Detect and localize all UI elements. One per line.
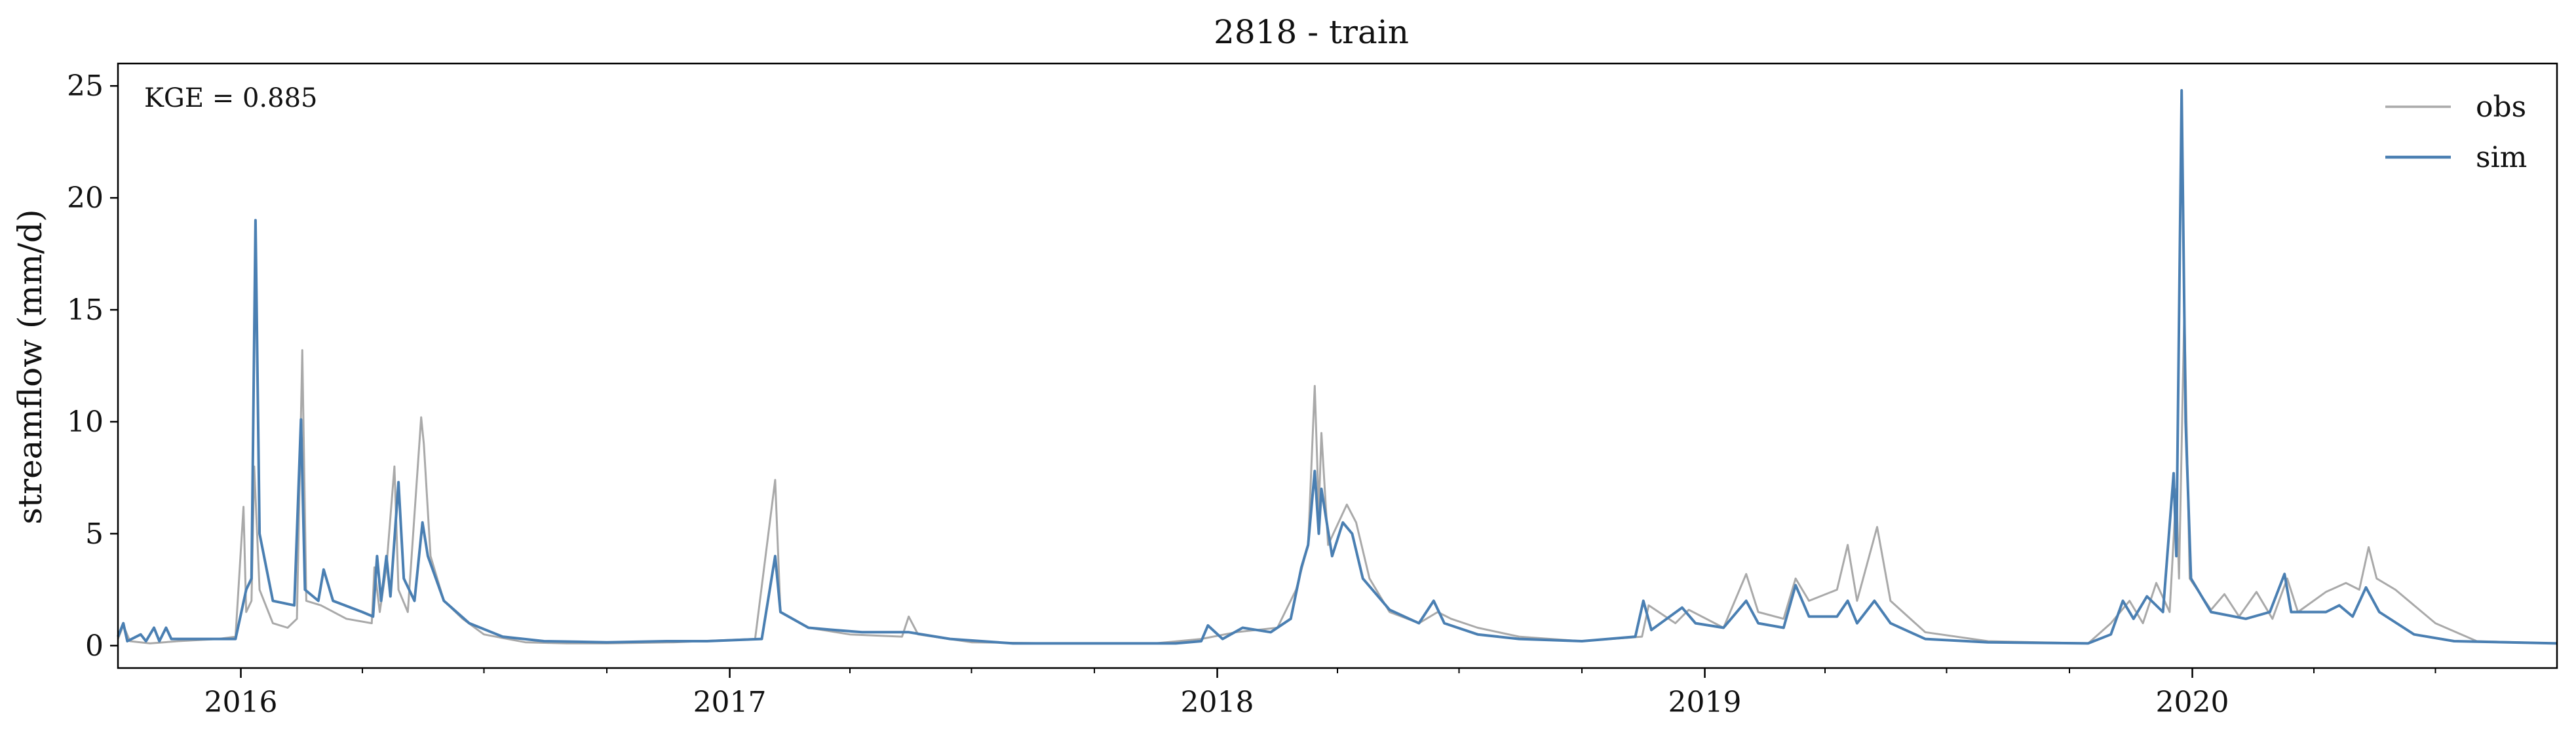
chart-title: 2818 - train xyxy=(1214,13,1409,51)
series-line-sim xyxy=(117,89,2558,645)
x-tick-label: 2020 xyxy=(2156,686,2229,719)
x-tick-label: 2019 xyxy=(1668,686,1742,719)
y-tick-label: 25 xyxy=(67,69,104,103)
plot-layer: 0 5 10 15 20 25 2016 2017 2018 2019 2020 xyxy=(67,62,2558,719)
y-axis-label: streamflow (mm/d) xyxy=(11,209,49,524)
series-line-obs xyxy=(117,308,2558,644)
x-tick-label: 2016 xyxy=(204,686,278,719)
legend-obs-label: obs xyxy=(2476,90,2526,124)
y-tick-label: 15 xyxy=(67,293,104,327)
x-tick-label: 2018 xyxy=(1181,686,1254,719)
x-tick-label: 2017 xyxy=(693,686,767,719)
y-tick-label: 5 xyxy=(85,517,104,551)
y-tick-label: 20 xyxy=(67,181,104,215)
legend: obs sim xyxy=(2385,90,2527,174)
legend-sim-label: sim xyxy=(2476,141,2527,174)
y-tick-label: 0 xyxy=(85,629,104,663)
y-tick-label: 10 xyxy=(67,405,104,439)
kge-annotation: KGE = 0.885 xyxy=(144,83,318,113)
